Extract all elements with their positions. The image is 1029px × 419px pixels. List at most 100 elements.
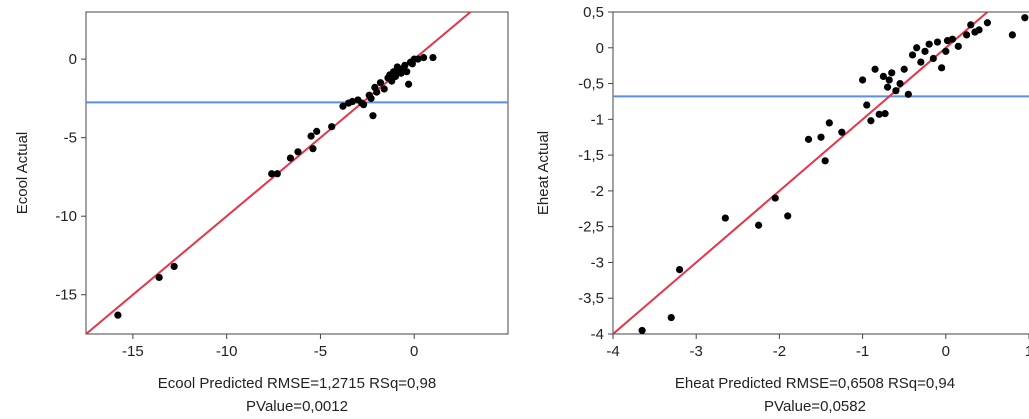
data-point bbox=[369, 112, 377, 120]
data-point bbox=[328, 123, 336, 131]
data-point bbox=[881, 110, 889, 118]
data-point bbox=[885, 76, 893, 84]
data-point bbox=[429, 53, 437, 62]
y-axis-title: Ecool Actual bbox=[14, 132, 31, 215]
data-point bbox=[667, 313, 675, 322]
p-value-label: PValue=0,0012 bbox=[246, 398, 348, 415]
fit-line bbox=[613, 12, 989, 334]
data-point bbox=[286, 154, 295, 162]
data-point bbox=[925, 40, 933, 48]
data-point bbox=[867, 117, 875, 125]
data-point bbox=[367, 94, 375, 102]
data-point bbox=[875, 110, 883, 118]
y-tick-label: -2 bbox=[591, 183, 604, 200]
data-point bbox=[929, 54, 937, 63]
x-tick-label: -1 bbox=[856, 343, 869, 360]
x-tick-label: 1 bbox=[1025, 343, 1029, 360]
data-point bbox=[821, 157, 829, 165]
y-tick-label: 0 bbox=[596, 40, 604, 57]
data-point bbox=[414, 55, 422, 63]
data-point bbox=[273, 170, 281, 178]
data-point bbox=[804, 135, 813, 143]
data-point bbox=[871, 65, 879, 73]
data-point bbox=[391, 72, 400, 80]
x-tick-label: 0 bbox=[410, 343, 418, 360]
y-tick-label: -10 bbox=[55, 208, 77, 225]
data-point bbox=[983, 19, 992, 27]
y-tick-label: -3,5 bbox=[578, 290, 604, 307]
y-tick-label: -2,5 bbox=[578, 219, 604, 236]
data-point bbox=[675, 266, 684, 274]
data-point bbox=[309, 145, 317, 153]
data-point bbox=[913, 44, 921, 52]
data-point bbox=[721, 214, 729, 222]
data-point bbox=[863, 101, 871, 109]
y-tick-label: -0,5 bbox=[578, 76, 604, 93]
data-point bbox=[1021, 14, 1029, 22]
data-point bbox=[771, 194, 779, 202]
data-point bbox=[825, 119, 833, 127]
p-value-label: PValue=0,0582 bbox=[764, 398, 866, 415]
data-point bbox=[307, 132, 315, 140]
data-point bbox=[896, 79, 904, 88]
data-point bbox=[963, 31, 971, 39]
data-point bbox=[373, 88, 381, 96]
data-point bbox=[933, 38, 942, 46]
data-point bbox=[975, 26, 983, 34]
data-point bbox=[888, 69, 896, 77]
x-tick-label: -15 bbox=[122, 343, 144, 360]
data-point bbox=[380, 85, 388, 93]
data-point bbox=[948, 35, 957, 43]
data-point bbox=[755, 221, 763, 229]
data-point bbox=[921, 47, 929, 55]
x-tick-label: -5 bbox=[314, 343, 327, 360]
x-tick-label: 0 bbox=[942, 343, 950, 360]
data-point bbox=[1008, 31, 1016, 39]
data-point bbox=[784, 212, 792, 220]
x-axis-title: Eheat Predicted RMSE=0,6508 RSq=0,94 bbox=[675, 375, 955, 392]
data-point bbox=[313, 127, 321, 135]
y-tick-label: 0 bbox=[69, 51, 77, 68]
y-tick-label: -5 bbox=[64, 130, 77, 147]
data-point bbox=[348, 97, 356, 106]
y-tick-label: -1,5 bbox=[578, 147, 604, 164]
data-point bbox=[908, 51, 917, 59]
data-point bbox=[420, 53, 428, 62]
data-point bbox=[359, 101, 368, 109]
y-tick-label: -15 bbox=[55, 287, 77, 304]
y-tick-label: -3 bbox=[591, 254, 604, 271]
data-point bbox=[879, 72, 888, 80]
y-tick-label: -1 bbox=[591, 111, 604, 128]
data-point bbox=[904, 90, 912, 98]
data-point bbox=[155, 273, 163, 282]
data-point bbox=[376, 79, 385, 87]
data-point bbox=[268, 170, 276, 178]
x-tick-label: -4 bbox=[606, 343, 619, 360]
data-point bbox=[339, 102, 347, 110]
data-point bbox=[883, 83, 892, 91]
y-axis-title: Eheat Actual bbox=[535, 131, 552, 215]
x-axis-title: Ecool Predicted RMSE=1,2715 RSq=0,98 bbox=[158, 375, 437, 392]
eheat-plot: -4 -3 -2 -1 0 1 0,5 0 -0,5 -1 -1,5 -2 -2,5 -3 -3,5 -4 E… bbox=[535, 4, 1029, 415]
data-point bbox=[900, 65, 908, 73]
plot-frame bbox=[85, 11, 509, 335]
data-point bbox=[817, 133, 825, 141]
y-tick-label: 0,5 bbox=[583, 4, 604, 21]
ecool-plot: -15 -10 -5 0 0 -5 -10 -15 Ecool Actual Ecool Pr… bbox=[14, 11, 509, 415]
data-point bbox=[954, 42, 962, 50]
x-tick-label: -3 bbox=[690, 343, 703, 360]
data-point bbox=[114, 311, 122, 319]
data-point bbox=[967, 21, 975, 29]
y-tick-label: -4 bbox=[591, 326, 604, 343]
data-point bbox=[938, 64, 946, 72]
data-point bbox=[917, 58, 925, 66]
data-point bbox=[403, 68, 411, 76]
data-point bbox=[294, 148, 302, 156]
data-point bbox=[892, 87, 900, 95]
data-point bbox=[401, 61, 409, 70]
x-tick-label: -10 bbox=[216, 343, 238, 360]
data-point bbox=[859, 76, 867, 84]
data-point bbox=[838, 128, 846, 136]
data-point bbox=[404, 80, 413, 88]
x-tick-label: -2 bbox=[773, 343, 786, 360]
